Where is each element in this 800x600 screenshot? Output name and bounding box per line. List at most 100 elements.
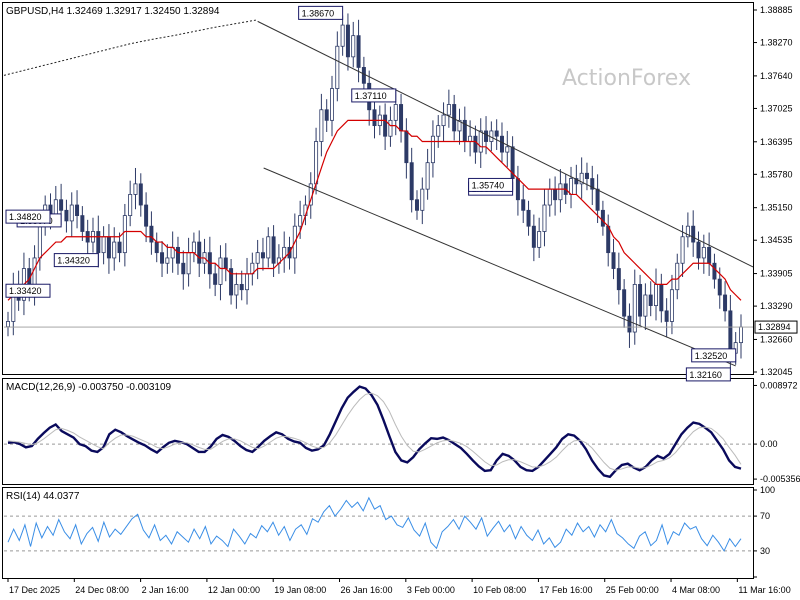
- candle-body: [558, 183, 563, 201]
- candle-body: [106, 236, 111, 259]
- rsi-panel-frame: [2, 487, 754, 579]
- candle-body: [191, 241, 196, 254]
- price-annotation-box: [468, 177, 514, 192]
- candle-body: [409, 162, 414, 201]
- candle-body: [680, 236, 685, 264]
- candle-body: [739, 326, 743, 344]
- candle-body: [69, 204, 74, 222]
- candle-body: [728, 310, 733, 354]
- price-annotation-label: 1.38670: [302, 8, 335, 18]
- candle-body: [330, 88, 335, 121]
- x-tick-label: 10 Feb 08:00: [473, 585, 526, 595]
- x-tick-label: 24 Dec 08:00: [75, 585, 129, 595]
- candle-body: [372, 109, 377, 127]
- x-tick-label: 17 Feb 16:00: [539, 585, 592, 595]
- candle-body: [351, 35, 356, 58]
- candle-body: [701, 246, 706, 259]
- candle-body: [478, 130, 483, 153]
- price-annotation-box: [5, 283, 51, 298]
- price-annotation-label: 1.34820: [9, 212, 42, 222]
- watermark: ActionForex: [562, 66, 691, 91]
- ma-line: [7, 119, 742, 301]
- x-tick-label: 25 Feb 00:00: [606, 585, 659, 595]
- rsi-y-tick-label: 100: [760, 485, 775, 495]
- candle-body: [138, 183, 143, 206]
- candle-body: [468, 135, 473, 142]
- candle-body: [59, 199, 64, 211]
- candle-body: [175, 246, 180, 264]
- rsi-y-tick-label: 70: [760, 511, 770, 521]
- candle-body: [712, 262, 717, 280]
- candle-body: [160, 252, 165, 264]
- candle-body: [627, 315, 632, 333]
- rsi-plot: [4, 496, 753, 552]
- candle-body: [436, 125, 441, 137]
- candle-body: [335, 45, 340, 89]
- candle-body: [324, 109, 329, 121]
- candle-body: [6, 321, 10, 328]
- candle-body: [213, 273, 218, 285]
- candle-body: [664, 310, 669, 322]
- price-annotation-box: [691, 348, 737, 363]
- price-annotation-label: 1.35740: [472, 180, 505, 190]
- candle-body: [218, 257, 223, 285]
- candle-body: [542, 204, 547, 232]
- candle-body: [80, 215, 85, 232]
- candle-body: [446, 104, 451, 116]
- x-tick-label: 3 Feb 00:00: [407, 585, 455, 595]
- candle-body: [64, 209, 69, 222]
- candle-body: [414, 199, 419, 211]
- candle-body: [600, 209, 605, 227]
- candle-body: [654, 284, 659, 306]
- price-chart-title: GBPUSD,H4 1.32469 1.32917 1.32450 1.3289…: [6, 6, 220, 17]
- candle-body: [484, 130, 489, 142]
- price-annotation-label: 1.32520: [695, 351, 728, 361]
- rsi-title: RSI(14) 44.0377: [6, 491, 80, 502]
- x-tick-label: 4 Mar 08:00: [672, 585, 720, 595]
- price-annotation-box: [298, 5, 344, 20]
- candle-body: [696, 241, 701, 259]
- candle-body: [383, 114, 388, 137]
- candle-body: [531, 225, 536, 248]
- candle-body: [553, 188, 558, 201]
- candle-body: [606, 225, 611, 254]
- candle-body: [675, 262, 680, 291]
- price-y-tick-label: 1.36395: [760, 137, 793, 147]
- price-annotation-label: 1.34320: [57, 256, 90, 266]
- x-tick-label: 2 Jan 16:00: [142, 585, 189, 595]
- candle-body: [622, 289, 627, 317]
- candle-body: [165, 257, 170, 264]
- macd-y-tick-label: -0.005356: [760, 474, 800, 484]
- candle-body: [101, 236, 106, 254]
- candle-body: [75, 204, 80, 217]
- macd-panel-frame: [2, 378, 754, 485]
- candle-body: [266, 236, 271, 259]
- candle-body: [685, 225, 690, 238]
- candle-body: [388, 119, 393, 137]
- axes: 1.38885 1.38270 1.37640 1.37025 1.36395 1.357…: [7, 5, 800, 595]
- price-annotation-box: [351, 88, 397, 103]
- macd-title: MACD(12,26,9) -0.003750 -0.003109: [6, 382, 172, 393]
- price-y-tick-label: 1.32660: [760, 334, 793, 344]
- current-price-box: [754, 320, 798, 334]
- current-price-label: 1.32894: [758, 322, 791, 332]
- candle-body: [584, 172, 589, 179]
- candle-body: [526, 209, 531, 227]
- price-y-tick-label: 1.33905: [760, 269, 793, 279]
- candle-body: [149, 225, 154, 243]
- price-y-tick-label: 1.38270: [760, 38, 793, 48]
- candle-body: [239, 284, 244, 291]
- candle-body: [128, 194, 133, 217]
- candle-body: [574, 178, 579, 185]
- candle-body: [569, 178, 574, 195]
- candle-body: [473, 135, 478, 153]
- candle-body: [117, 241, 122, 254]
- candle-body: [643, 294, 648, 317]
- candle-body: [547, 188, 552, 206]
- candle-body: [515, 178, 520, 201]
- price-plot: 1.356701.334201.386701.350701.371101.343…: [3, 5, 754, 382]
- x-tick-label: 11 Mar 16:00: [738, 585, 790, 595]
- price-annotation-box: [5, 209, 51, 224]
- candle-body: [255, 252, 260, 264]
- candle-body: [340, 24, 345, 47]
